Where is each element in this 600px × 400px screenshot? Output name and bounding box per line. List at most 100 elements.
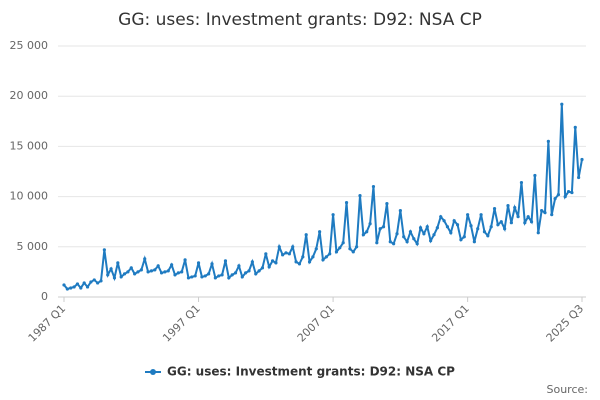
point — [378, 227, 382, 231]
point — [89, 280, 93, 284]
point — [365, 230, 369, 234]
point — [466, 213, 470, 217]
point — [472, 240, 476, 244]
chart-title: GG: uses: Investment grants: D92: NSA CP — [118, 10, 482, 30]
point — [479, 213, 483, 217]
point — [163, 270, 167, 274]
legend-label: GG: uses: Investment grants: D92: NSA CP — [167, 365, 455, 379]
point — [536, 231, 540, 235]
point — [72, 285, 76, 289]
point — [153, 268, 157, 272]
point — [580, 157, 584, 162]
point — [509, 221, 513, 225]
point — [311, 255, 315, 259]
point — [429, 239, 433, 243]
point — [513, 206, 517, 210]
point — [270, 259, 275, 263]
point — [220, 273, 224, 277]
point — [368, 222, 372, 226]
point — [489, 225, 493, 229]
point — [213, 276, 217, 280]
point — [415, 242, 419, 246]
point — [573, 125, 577, 129]
point — [203, 274, 207, 278]
point — [543, 211, 547, 215]
point — [516, 215, 520, 219]
point — [85, 285, 90, 289]
point — [482, 230, 487, 234]
point — [254, 272, 258, 276]
point — [193, 274, 197, 278]
x-tick-label: 2007 Q1 — [295, 302, 338, 345]
point — [344, 201, 349, 205]
point — [301, 255, 305, 259]
point — [112, 276, 117, 280]
point — [264, 252, 268, 256]
y-tick-label: 5 000 — [17, 240, 49, 253]
point — [334, 250, 339, 254]
point — [455, 223, 460, 227]
point — [240, 275, 244, 279]
point — [250, 260, 254, 264]
point — [355, 245, 359, 249]
point — [109, 267, 113, 271]
point — [116, 261, 120, 265]
point — [556, 192, 561, 197]
point — [284, 251, 288, 255]
point — [307, 260, 312, 264]
point — [381, 225, 386, 229]
point — [496, 223, 500, 227]
point — [398, 209, 402, 213]
point — [318, 230, 322, 234]
point — [196, 261, 201, 265]
point — [173, 273, 177, 277]
point — [418, 226, 423, 230]
point — [139, 268, 143, 272]
point — [540, 209, 544, 213]
point — [445, 225, 450, 229]
point — [499, 220, 503, 224]
y-tick-label: 20 000 — [10, 89, 49, 102]
point — [570, 190, 574, 195]
point — [526, 215, 530, 219]
point — [338, 246, 342, 250]
point — [341, 241, 345, 245]
point — [529, 220, 534, 224]
point — [449, 231, 453, 235]
point — [227, 276, 231, 280]
point — [106, 273, 110, 277]
point — [69, 286, 73, 290]
point — [62, 283, 66, 287]
point — [385, 202, 389, 206]
point — [156, 264, 160, 268]
point — [247, 269, 251, 273]
point — [506, 204, 510, 208]
point — [469, 224, 473, 228]
point — [402, 235, 406, 239]
point — [267, 265, 271, 269]
x-tick-label: 2025 Q3 — [544, 302, 587, 345]
point — [237, 264, 241, 268]
point — [274, 261, 278, 265]
point — [136, 270, 140, 274]
x-tick-label: 1997 Q1 — [160, 302, 203, 345]
point — [207, 272, 211, 276]
legend-marker — [150, 369, 156, 375]
point — [180, 270, 184, 274]
point — [119, 275, 123, 279]
point — [294, 260, 298, 264]
point — [96, 281, 100, 285]
point — [217, 274, 221, 278]
point — [82, 281, 86, 285]
x-tick-label: 1987 Q1 — [26, 302, 69, 345]
point — [143, 257, 147, 261]
point — [183, 258, 187, 262]
point — [170, 263, 174, 267]
point — [287, 252, 291, 256]
point — [553, 197, 557, 201]
point — [566, 189, 571, 194]
point — [133, 272, 137, 276]
point — [281, 253, 285, 257]
point — [321, 258, 325, 262]
